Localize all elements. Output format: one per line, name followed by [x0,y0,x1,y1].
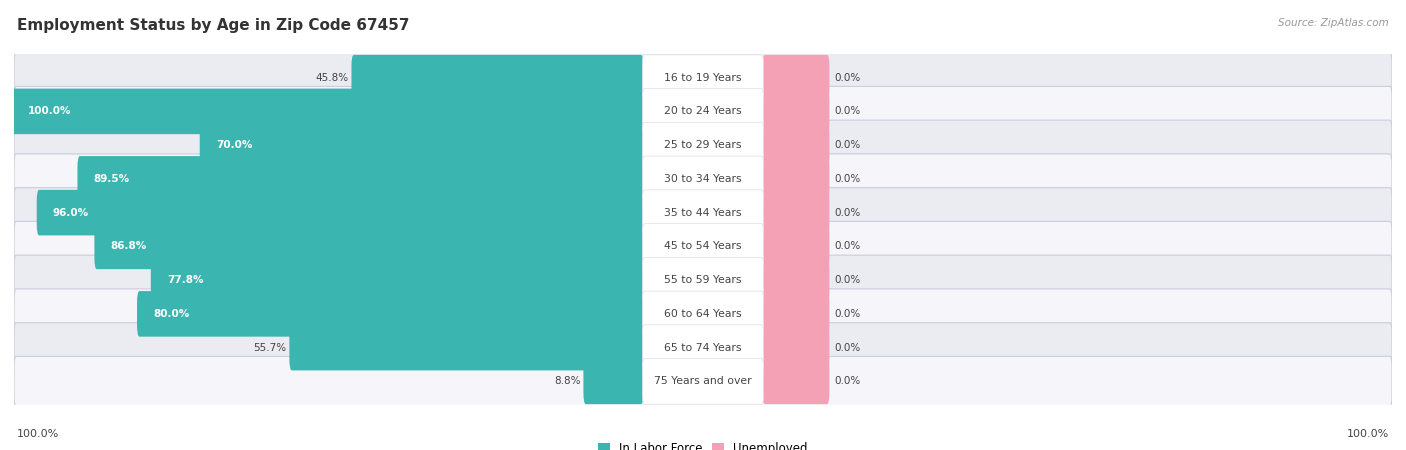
FancyBboxPatch shape [762,291,830,337]
FancyBboxPatch shape [14,255,1392,305]
FancyBboxPatch shape [583,359,644,404]
FancyBboxPatch shape [762,359,830,404]
FancyBboxPatch shape [14,356,1392,406]
Text: 8.8%: 8.8% [554,376,581,387]
Text: 55.7%: 55.7% [253,342,287,353]
Text: 0.0%: 0.0% [834,241,860,252]
Text: 77.8%: 77.8% [167,275,204,285]
FancyBboxPatch shape [762,257,830,303]
Text: 0.0%: 0.0% [834,309,860,319]
Text: Source: ZipAtlas.com: Source: ZipAtlas.com [1278,18,1389,28]
FancyBboxPatch shape [762,55,830,100]
FancyBboxPatch shape [643,156,763,202]
Text: 55 to 59 Years: 55 to 59 Years [664,275,742,285]
Text: 75 Years and over: 75 Years and over [654,376,752,387]
Text: 0.0%: 0.0% [834,275,860,285]
FancyBboxPatch shape [14,86,1392,136]
Text: 100.0%: 100.0% [28,106,72,117]
FancyBboxPatch shape [14,289,1392,339]
FancyBboxPatch shape [14,120,1392,170]
Text: 20 to 24 Years: 20 to 24 Years [664,106,742,117]
FancyBboxPatch shape [14,323,1392,373]
Text: Employment Status by Age in Zip Code 67457: Employment Status by Age in Zip Code 674… [17,18,409,33]
Text: 0.0%: 0.0% [834,106,860,117]
Text: 0.0%: 0.0% [834,174,860,184]
Text: 0.0%: 0.0% [834,207,860,218]
FancyBboxPatch shape [14,221,1392,271]
Text: 16 to 19 Years: 16 to 19 Years [664,72,742,83]
Text: 0.0%: 0.0% [834,376,860,387]
Text: 89.5%: 89.5% [94,174,129,184]
FancyBboxPatch shape [762,122,830,168]
Text: 100.0%: 100.0% [17,429,59,439]
Text: 45 to 54 Years: 45 to 54 Years [664,241,742,252]
Text: 70.0%: 70.0% [217,140,252,150]
FancyBboxPatch shape [762,89,830,134]
Text: 96.0%: 96.0% [53,207,89,218]
FancyBboxPatch shape [643,190,763,235]
Text: 0.0%: 0.0% [834,72,860,83]
FancyBboxPatch shape [643,291,763,337]
Text: 0.0%: 0.0% [834,342,860,353]
FancyBboxPatch shape [200,122,644,168]
Text: 0.0%: 0.0% [834,140,860,150]
FancyBboxPatch shape [643,325,763,370]
FancyBboxPatch shape [136,291,644,337]
FancyBboxPatch shape [94,224,644,269]
Text: 45.8%: 45.8% [315,72,349,83]
FancyBboxPatch shape [14,188,1392,238]
Text: 30 to 34 Years: 30 to 34 Years [664,174,742,184]
Text: 60 to 64 Years: 60 to 64 Years [664,309,742,319]
FancyBboxPatch shape [643,224,763,269]
FancyBboxPatch shape [762,224,830,269]
FancyBboxPatch shape [77,156,644,202]
FancyBboxPatch shape [643,122,763,168]
FancyBboxPatch shape [643,89,763,134]
FancyBboxPatch shape [14,154,1392,204]
FancyBboxPatch shape [643,359,763,404]
FancyBboxPatch shape [762,156,830,202]
FancyBboxPatch shape [37,190,644,235]
Text: 86.8%: 86.8% [111,241,146,252]
FancyBboxPatch shape [762,190,830,235]
FancyBboxPatch shape [150,257,644,303]
FancyBboxPatch shape [643,55,763,100]
FancyBboxPatch shape [643,257,763,303]
Text: 35 to 44 Years: 35 to 44 Years [664,207,742,218]
FancyBboxPatch shape [14,53,1392,103]
Text: 65 to 74 Years: 65 to 74 Years [664,342,742,353]
Legend: In Labor Force, Unemployed: In Labor Force, Unemployed [598,442,808,450]
FancyBboxPatch shape [11,89,644,134]
Text: 25 to 29 Years: 25 to 29 Years [664,140,742,150]
Text: 100.0%: 100.0% [1347,429,1389,439]
FancyBboxPatch shape [290,325,644,370]
FancyBboxPatch shape [762,325,830,370]
Text: 80.0%: 80.0% [153,309,190,319]
FancyBboxPatch shape [352,55,644,100]
